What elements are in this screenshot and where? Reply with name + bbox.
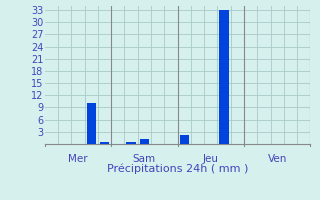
Text: Ven: Ven xyxy=(268,154,287,164)
Bar xyxy=(140,139,149,144)
Text: Sam: Sam xyxy=(133,154,156,164)
X-axis label: Précipitations 24h ( mm ): Précipitations 24h ( mm ) xyxy=(107,163,248,174)
Bar xyxy=(180,135,189,144)
Text: Jeu: Jeu xyxy=(203,154,219,164)
Bar xyxy=(87,103,96,144)
Bar xyxy=(126,142,136,144)
Text: Mer: Mer xyxy=(68,154,88,164)
Bar xyxy=(100,142,109,144)
Bar xyxy=(220,10,229,144)
